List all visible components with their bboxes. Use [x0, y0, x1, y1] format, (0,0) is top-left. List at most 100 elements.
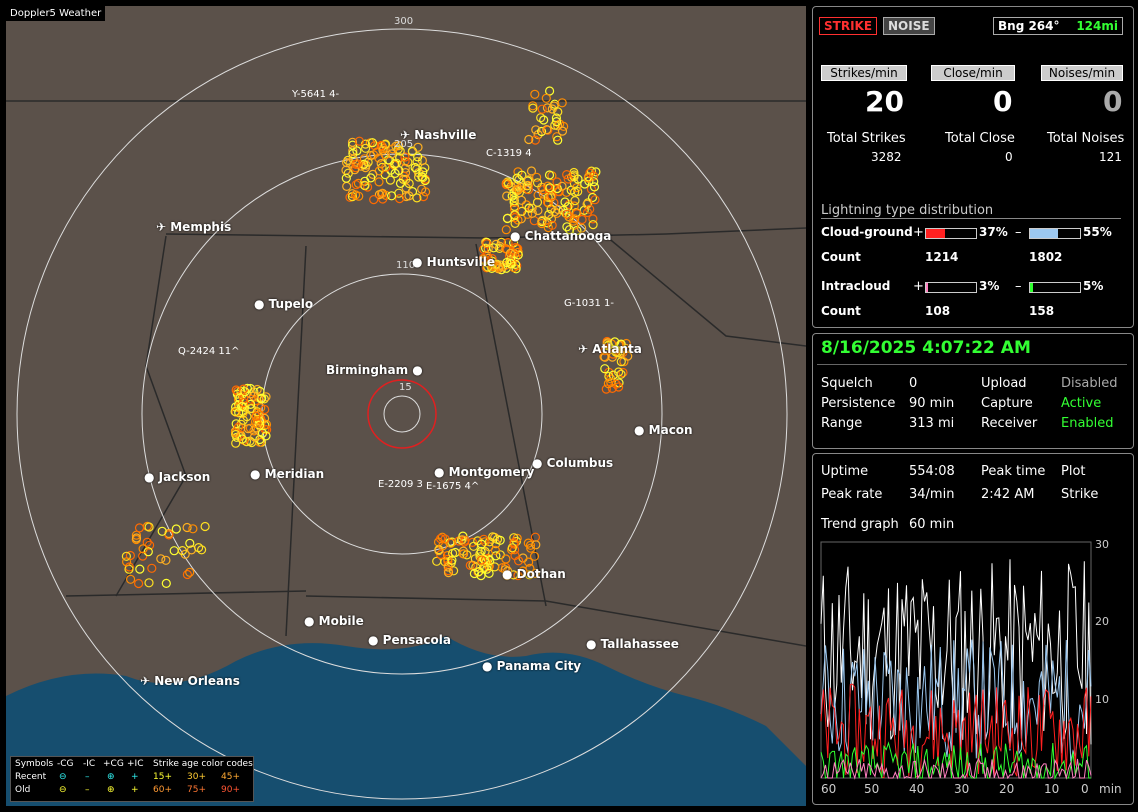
noises-per-min-label[interactable]: Noises/min	[1041, 65, 1123, 81]
x-tick: 40	[909, 782, 924, 796]
strike-marker	[544, 209, 554, 220]
strike-marker	[157, 526, 167, 536]
strike-marker	[390, 159, 400, 169]
city-chattanooga: ● Chattanooga	[510, 229, 612, 243]
strike-marker	[341, 173, 351, 183]
range-label-15: 15	[399, 382, 412, 393]
upload-value[interactable]: Disabled	[1061, 376, 1118, 391]
strike-marker	[400, 152, 410, 162]
storm-id[interactable]: E-2209 3	[378, 479, 423, 490]
city-dothan: ● Dothan	[502, 567, 566, 581]
strike-marker	[135, 564, 145, 574]
strike-marker	[588, 220, 598, 230]
strike-marker	[531, 172, 542, 182]
strike-marker	[443, 556, 453, 566]
strike-marker	[233, 386, 243, 396]
strike-marker	[509, 537, 519, 548]
storm-id[interactable]: G-1031 1-	[564, 298, 614, 309]
strike-marker	[582, 199, 592, 209]
strike-marker	[380, 140, 390, 150]
storm-id[interactable]: E-1675 4^	[426, 481, 480, 492]
strike-marker	[366, 173, 376, 183]
lightning-map[interactable]: Doppler5 Weather 300 205 110 15 ✈ Nashvi…	[6, 6, 806, 806]
x-tick: 20	[999, 782, 1014, 796]
strike-marker	[502, 213, 512, 224]
strike-marker	[446, 538, 456, 548]
close-per-min-label[interactable]: Close/min	[931, 65, 1015, 81]
strike-marker	[412, 157, 422, 167]
storm-id[interactable]: C-1319 4	[486, 148, 532, 159]
strike-marker	[532, 178, 543, 188]
strike-marker	[511, 264, 521, 274]
strike-marker	[477, 555, 487, 565]
capture-value[interactable]: Active	[1061, 396, 1102, 411]
y-tick: 20	[1095, 615, 1109, 628]
datetime: 8/16/2025 4:07:22 AM	[821, 338, 1031, 358]
strike-marker	[502, 570, 512, 581]
strike-marker	[231, 385, 241, 395]
city-birmingham: Birmingham ●	[326, 363, 423, 377]
strike-marker	[443, 567, 454, 578]
strike-marker	[147, 563, 157, 573]
strike-marker	[503, 238, 513, 248]
storm-id[interactable]: Y-5641 4-	[292, 89, 340, 100]
strike-marker	[121, 557, 132, 567]
strike-marker	[351, 180, 361, 190]
strike-marker	[374, 190, 384, 200]
strike-marker	[537, 215, 547, 225]
city-tupelo: ● Tupelo	[254, 297, 314, 311]
strike-marker	[361, 143, 371, 153]
strike-marker	[616, 339, 626, 349]
persistence-value[interactable]: 90 min	[909, 396, 955, 411]
range-value[interactable]: 313 mi	[909, 416, 955, 431]
strike-marker	[194, 542, 204, 553]
neg-ic-icon: –	[85, 785, 90, 795]
strike-marker	[502, 257, 512, 268]
strike-marker	[610, 337, 620, 347]
trend-line	[820, 757, 1092, 780]
strike-marker	[560, 197, 570, 207]
plot-value[interactable]: Strike	[1061, 487, 1099, 502]
status-panel: STRIKE NOISE Bng 264° 124mi Strikes/min …	[812, 6, 1134, 328]
strikes-per-min-value: 20	[865, 85, 904, 118]
neg-ic-icon: –	[85, 772, 90, 782]
strike-marker	[252, 418, 262, 428]
city-columbus: ● Columbus	[532, 456, 614, 470]
strike-marker	[550, 207, 560, 217]
strike-marker	[505, 248, 516, 258]
city-mobile: ● Mobile	[304, 614, 364, 628]
strikes-per-min-label[interactable]: Strikes/min	[821, 65, 907, 81]
cg-negative-bar	[1029, 228, 1081, 239]
storm-id[interactable]: Q-2424 11^	[178, 346, 240, 357]
strike-marker	[530, 89, 540, 99]
total-noises-label: Total Noises	[1047, 131, 1125, 146]
strike-marker	[564, 225, 575, 235]
strike-marker	[483, 244, 493, 254]
strike-marker	[501, 225, 511, 235]
strike-marker	[161, 578, 171, 589]
strike-marker	[255, 386, 265, 396]
noise-button[interactable]: NOISE	[883, 17, 935, 35]
strike-marker	[503, 566, 513, 576]
strike-marker	[507, 191, 517, 201]
strike-marker	[138, 551, 148, 561]
squelch-value[interactable]: 0	[909, 376, 918, 391]
y-tick: 10	[1095, 693, 1109, 706]
close-ring	[367, 379, 437, 449]
strike-marker	[577, 214, 587, 225]
strike-marker	[539, 115, 549, 125]
range-label-110: 110	[396, 260, 416, 271]
strike-marker	[367, 138, 377, 148]
strike-button[interactable]: STRIKE	[819, 17, 878, 35]
receiver-value[interactable]: Enabled	[1061, 416, 1114, 431]
strike-marker	[249, 391, 259, 401]
strike-marker	[246, 399, 256, 409]
cg-positive-bar	[925, 228, 977, 239]
strike-marker	[570, 196, 580, 206]
strike-marker	[543, 198, 554, 208]
strike-marker	[527, 208, 537, 218]
trend-window-value[interactable]: 60 min	[909, 517, 955, 532]
city-atlanta: ✈ Atlanta	[578, 342, 642, 356]
strike-marker	[522, 181, 532, 191]
strike-marker	[161, 555, 171, 565]
